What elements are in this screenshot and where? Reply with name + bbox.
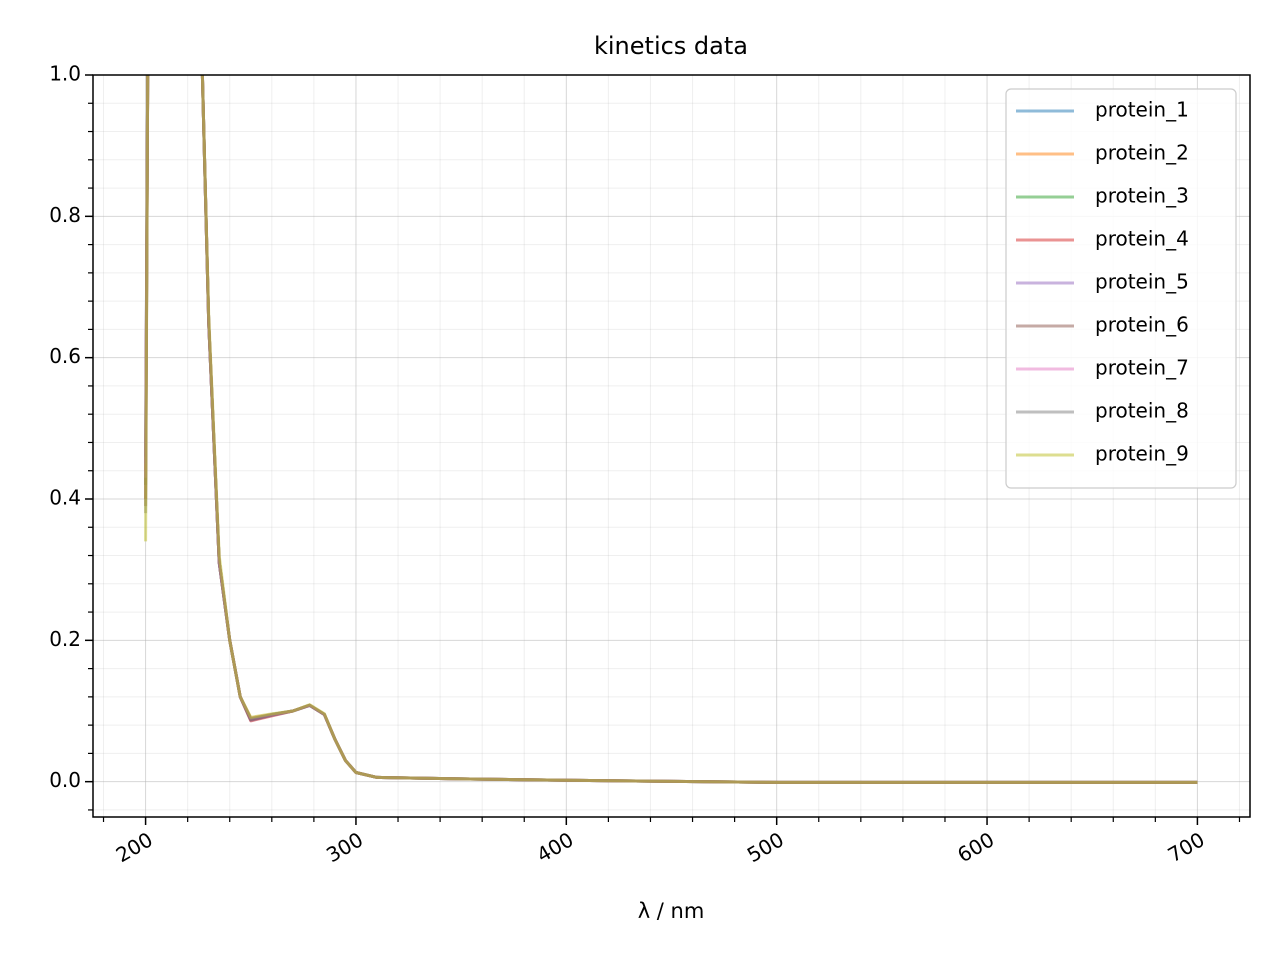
axes-frame	[92, 74, 1251, 818]
y-tick-label: 0.2	[49, 627, 81, 651]
x-tick-label: 600	[953, 827, 998, 867]
x-tick-label: 700	[1164, 827, 1209, 867]
legend-label: protein_7	[1095, 356, 1189, 380]
y-tick-label: 1.0	[49, 62, 81, 86]
legend-label: protein_8	[1095, 399, 1189, 423]
legend-label: protein_5	[1095, 270, 1189, 294]
legend-label: protein_3	[1095, 184, 1189, 208]
y-tick-label: 0.6	[49, 344, 81, 368]
x-tick-label: 200	[112, 827, 157, 867]
legend-box	[1005, 88, 1237, 489]
legend-label: protein_1	[1095, 98, 1189, 122]
x-tick-label: 300	[322, 827, 367, 867]
legend-label: protein_6	[1095, 313, 1189, 337]
data-line	[144, 75, 1198, 784]
x-axis-label: λ / nm	[638, 899, 705, 923]
x-tick-label: 500	[743, 827, 788, 867]
chart-title: kinetics data	[594, 32, 748, 60]
legend-label: protein_4	[1095, 227, 1189, 251]
y-tick-label: 0.4	[49, 486, 81, 510]
legend-label: protein_9	[1095, 442, 1189, 466]
legend-label: protein_2	[1095, 141, 1189, 165]
y-tick-label: 0.8	[49, 203, 81, 227]
plot-area	[144, 75, 1198, 784]
y-tick-label: 0.0	[49, 768, 81, 792]
x-tick-label: 400	[532, 827, 577, 867]
